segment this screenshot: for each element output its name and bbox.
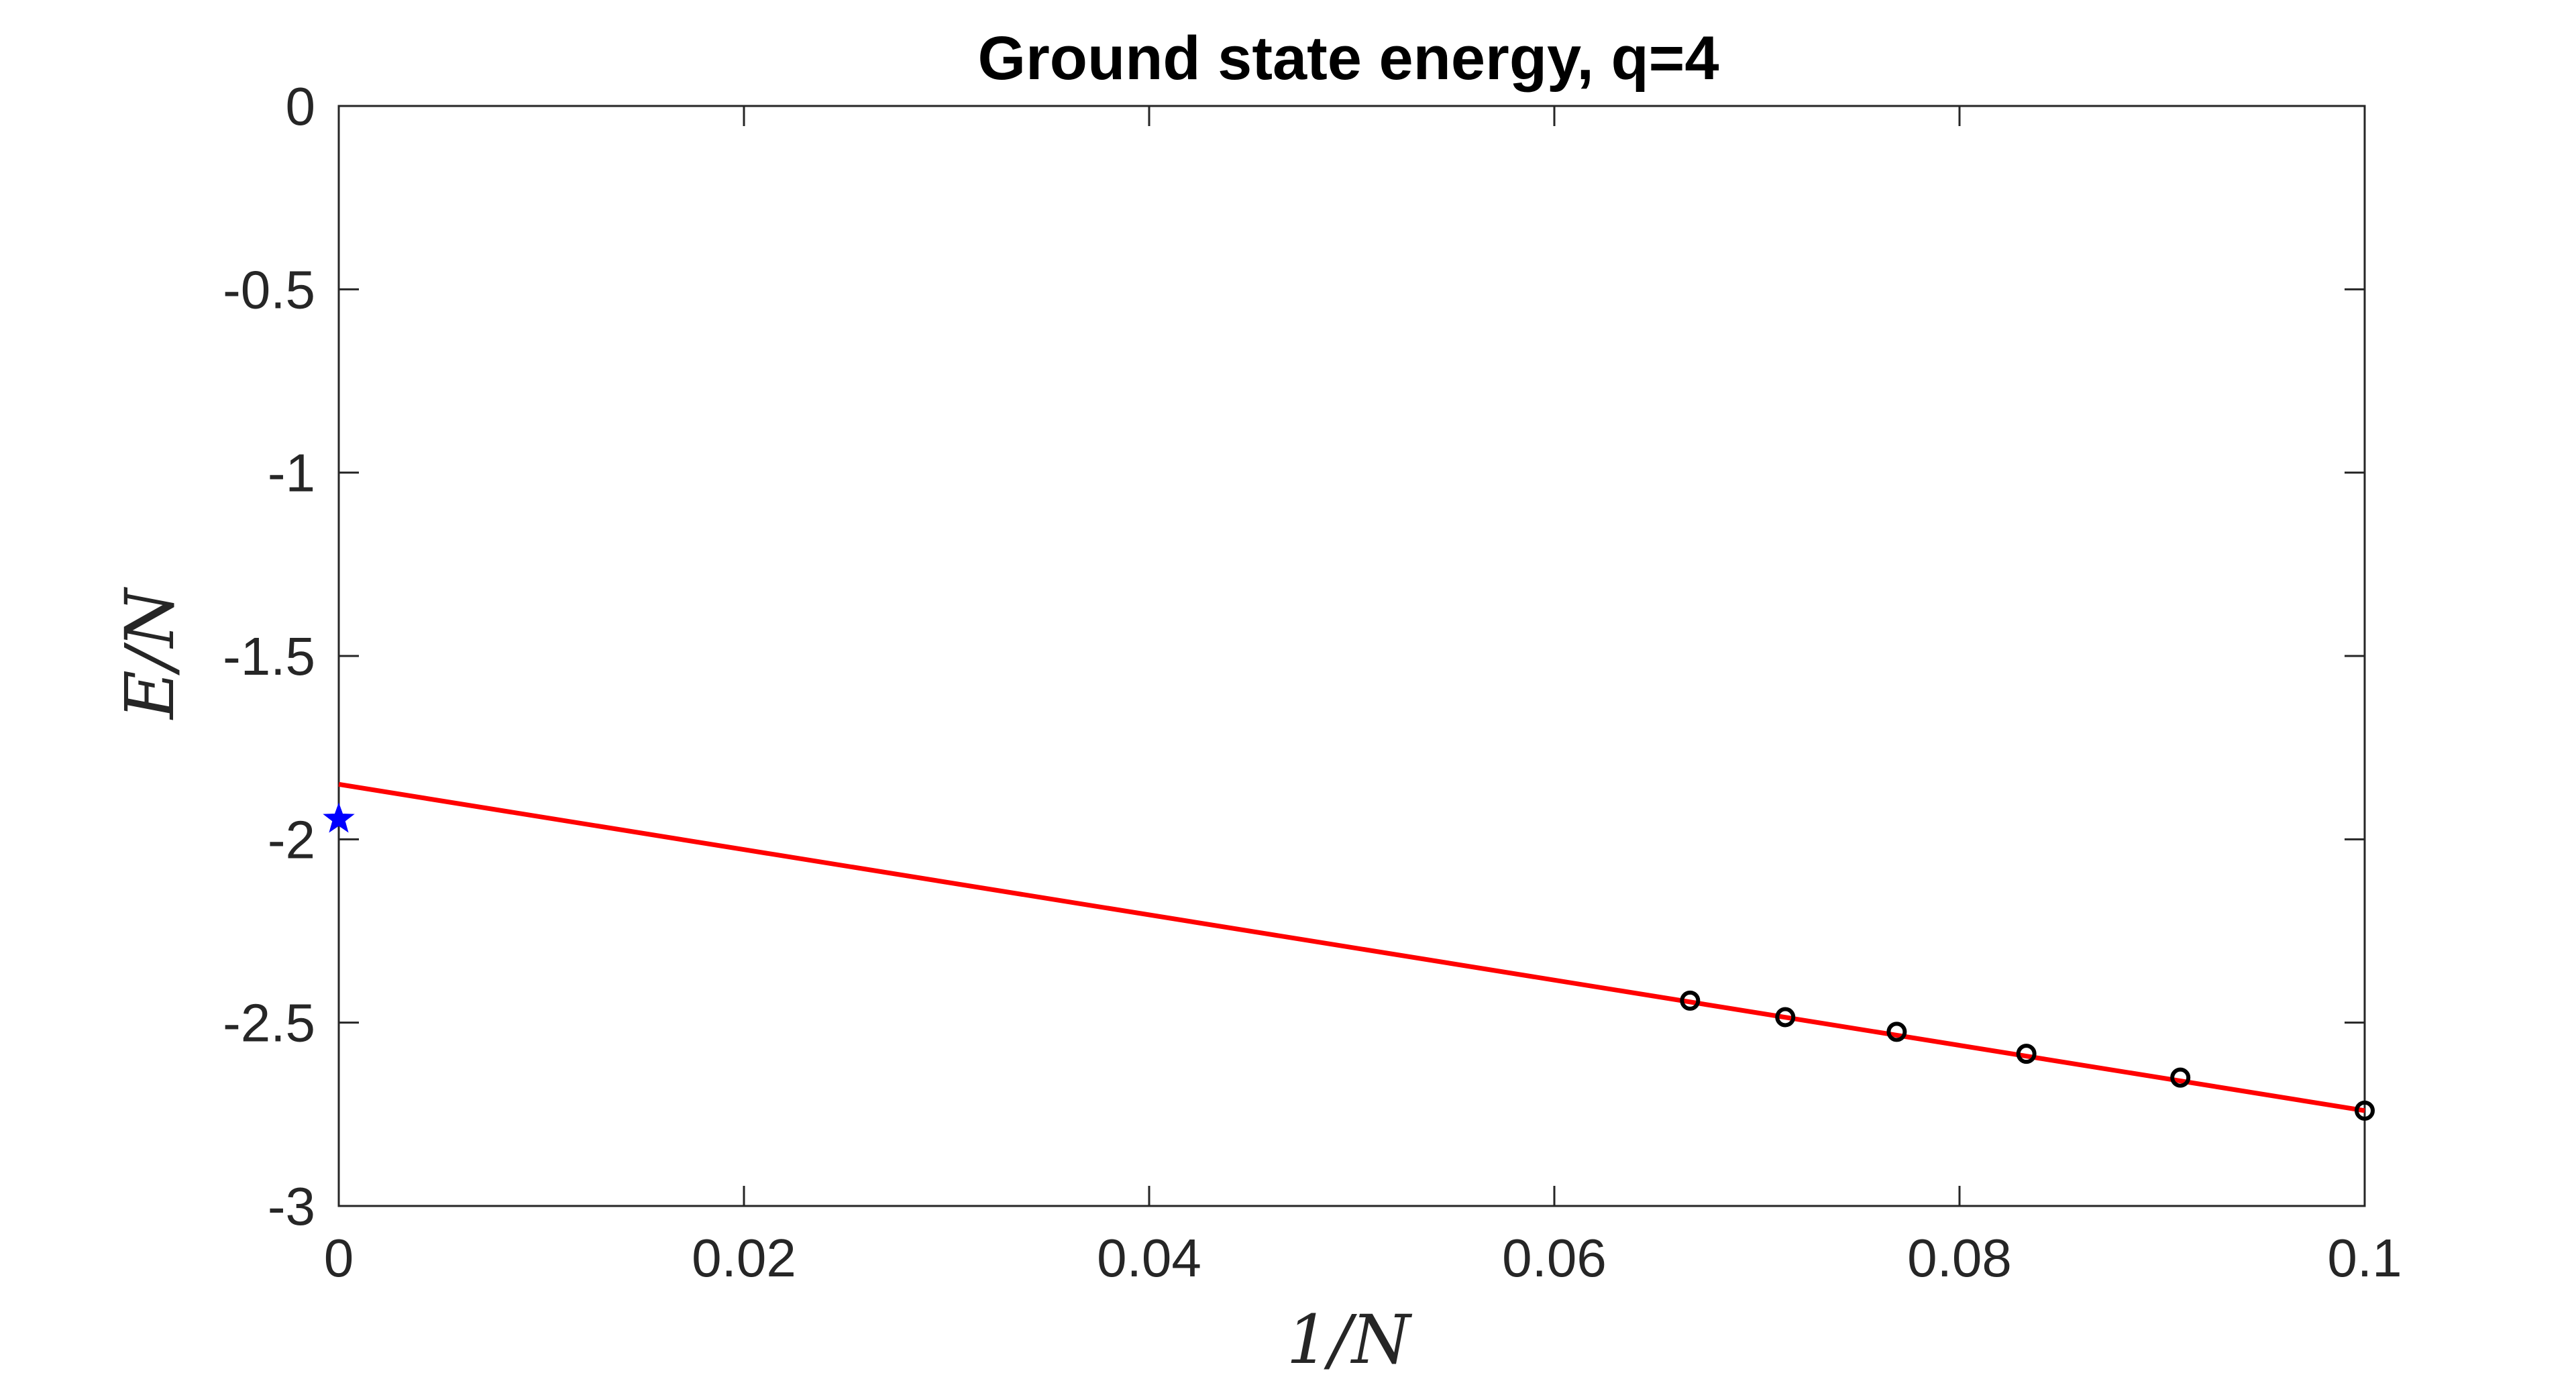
x-tick-labels: 0 0.02 0.04 0.06 0.08 0.1 bbox=[324, 1228, 2402, 1288]
y-tick-label: 0 bbox=[286, 76, 316, 136]
axes-box bbox=[337, 105, 2366, 1207]
data-point-circle bbox=[1775, 1007, 1796, 1028]
x-tick-label: 0 bbox=[324, 1228, 354, 1288]
y-tick-label: -2 bbox=[268, 810, 315, 869]
data-point-circle bbox=[1886, 1022, 1907, 1042]
fit-line bbox=[338, 781, 2365, 1113]
y-tick-label: -2.5 bbox=[223, 993, 315, 1053]
x-tick-label: 0.06 bbox=[1502, 1228, 1607, 1288]
x-axis-label: 1/N bbox=[1287, 1301, 1413, 1377]
chart-title: Ground state energy, q=4 bbox=[977, 24, 1719, 93]
y-ticks bbox=[339, 105, 2365, 1207]
series-layer bbox=[323, 781, 2375, 1121]
y-tick-labels: 0 -0.5 -1 -1.5 -2 -2.5 -3 bbox=[223, 76, 315, 1236]
data-point-circle bbox=[2355, 1100, 2375, 1121]
y-tick-label: -1.5 bbox=[223, 626, 315, 686]
y-tick-label: -0.5 bbox=[223, 260, 315, 319]
y-tick-label: -3 bbox=[268, 1176, 315, 1236]
plot-area bbox=[323, 105, 2375, 1207]
x-tick-label: 0.1 bbox=[2327, 1228, 2402, 1288]
x-tick-label: 0.02 bbox=[692, 1228, 796, 1288]
data-point-circle bbox=[2016, 1044, 2037, 1064]
y-tick-label: -1 bbox=[268, 443, 315, 503]
data-point-circle bbox=[2170, 1067, 2191, 1088]
data-point-star bbox=[323, 802, 355, 833]
data-point-circle bbox=[1680, 990, 1701, 1011]
y-axis-label: E/N bbox=[111, 586, 189, 720]
x-ticks bbox=[337, 106, 2366, 1206]
x-tick-label: 0.08 bbox=[1907, 1228, 2012, 1288]
x-tick-label: 0.04 bbox=[1097, 1228, 1201, 1288]
